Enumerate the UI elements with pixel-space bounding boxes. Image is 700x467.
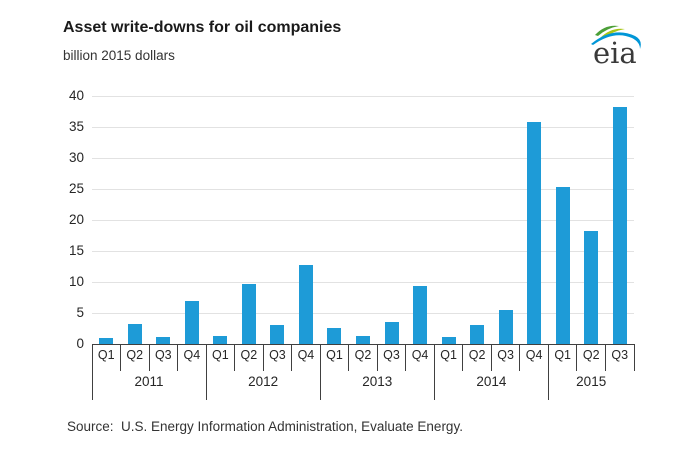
quarter-label: Q1: [554, 348, 571, 362]
y-tick-label: 20: [68, 212, 84, 227]
bar-Q1-0: [99, 338, 114, 344]
bar-Q2-5: [241, 284, 256, 344]
year-label: 2015: [576, 374, 607, 389]
quarter-separator-tick: [291, 344, 293, 371]
quarter-separator-tick: [148, 344, 150, 371]
quarter-label: Q3: [269, 348, 286, 362]
year-separator-tick: [205, 344, 207, 400]
bar-Q1-8: [327, 327, 342, 344]
y-tick-label: 0: [76, 336, 84, 351]
bar-Q3-6: [270, 325, 285, 344]
gridline-y30: [92, 157, 634, 159]
quarter-separator-tick: [177, 344, 179, 371]
y-tick-label: 5: [76, 305, 84, 320]
bar-Q4-15: [527, 122, 542, 344]
quarter-separator-tick: [633, 344, 635, 371]
quarter-separator-tick: [576, 344, 578, 371]
year-separator-tick: [547, 344, 549, 400]
bar-Q2-9: [356, 335, 370, 344]
quarter-label: Q4: [525, 348, 543, 362]
quarter-label: Q1: [440, 348, 457, 362]
quarter-label: Q4: [183, 348, 201, 362]
quarter-label: Q4: [297, 348, 315, 362]
quarter-label: Q3: [383, 348, 400, 362]
bar-Q2-13: [470, 325, 485, 344]
bar-Q4-7: [298, 265, 313, 344]
quarter-separator-tick: [604, 344, 606, 371]
quarter-label: Q3: [154, 348, 172, 362]
x-axis-line: [92, 344, 634, 345]
eia-logo: eia: [591, 25, 641, 70]
quarter-label: Q1: [326, 348, 343, 362]
quarter-label: Q3: [497, 348, 514, 362]
bar-Q1-4: [213, 335, 228, 344]
year-separator-tick: [91, 344, 93, 400]
bar-Q4-11: [413, 286, 428, 344]
quarter-label: Q2: [354, 348, 372, 362]
gridline-y5: [92, 312, 634, 314]
quarter-separator-tick: [262, 344, 264, 371]
bar-Q4-3: [184, 301, 199, 344]
eia-logo-swoosh-blue-icon: [591, 32, 641, 49]
quarter-label: Q2: [126, 348, 144, 362]
year-label: 2013: [362, 374, 393, 389]
source-note: Source: U.S. Energy Information Administ…: [67, 419, 463, 434]
bar-Q3-10: [384, 321, 399, 344]
year-label: 2014: [476, 374, 507, 389]
quarter-separator-tick: [462, 344, 464, 371]
eia-logo-text: eia: [593, 36, 637, 70]
gridline-y35: [92, 126, 634, 128]
y-tick-label: 30: [68, 150, 84, 165]
quarter-label: Q1: [97, 348, 115, 362]
year-separator-tick: [433, 344, 435, 400]
gridline-y10: [92, 281, 634, 283]
quarter-label: Q2: [468, 348, 486, 362]
quarter-separator-tick: [519, 344, 521, 371]
bar-Q1-16: [555, 186, 570, 344]
eia-logo-leaf-green-icon: [595, 25, 619, 36]
quarter-separator-tick: [405, 344, 407, 371]
plot-area: 0 5 10 15 20 25 30 35 40 Q1 Q2 Q3 Q4 Q1 Q2 Q3 Q4 Q1 Q2 Q3 Q4…: [69, 88, 635, 400]
gridline-y40: [92, 95, 634, 97]
gridline-y20: [92, 219, 634, 221]
bar-Q3-2: [156, 336, 171, 344]
y-tick-label: 15: [68, 243, 84, 258]
quarter-label: Q4: [411, 348, 429, 362]
y-tick-label: 25: [68, 181, 84, 196]
year-separator-tick: [319, 344, 321, 400]
bar-Q3-14: [498, 309, 513, 344]
quarter-separator-tick: [234, 344, 236, 371]
year-label: 2011: [134, 374, 164, 389]
year-label: 2012: [248, 374, 279, 389]
chart-title: Asset write-downs for oil companies: [63, 19, 342, 36]
gridline-y15: [92, 250, 634, 252]
chart-subtitle: billion 2015 dollars: [63, 48, 175, 63]
gridline-y25: [92, 188, 634, 190]
bar-Q2-1: [127, 324, 142, 344]
bar-Q2-17: [584, 231, 599, 344]
quarter-label: Q2: [240, 348, 258, 362]
bar-Q3-18: [612, 107, 627, 344]
quarter-separator-tick: [376, 344, 378, 371]
quarter-separator-tick: [490, 344, 492, 371]
quarter-label: Q3: [611, 348, 629, 362]
quarter-label: Q2: [582, 348, 600, 362]
bar-Q1-12: [441, 336, 456, 344]
y-tick-label: 35: [68, 119, 84, 134]
quarter-separator-tick: [120, 344, 122, 371]
quarter-separator-tick: [348, 344, 350, 371]
quarter-label: Q1: [212, 348, 229, 362]
y-tick-label: 10: [68, 274, 84, 289]
y-tick-label: 40: [68, 88, 84, 103]
